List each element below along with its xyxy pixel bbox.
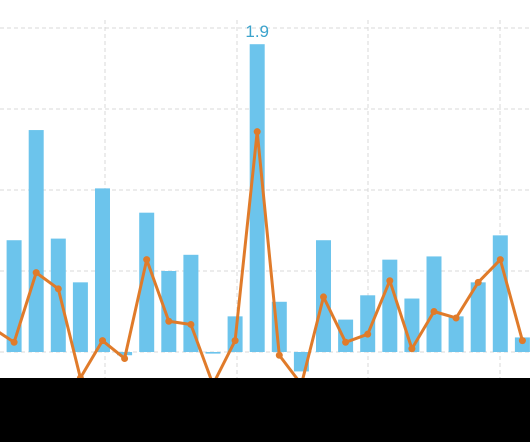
bar [161,271,177,352]
line-point [518,337,526,345]
line-point [165,317,173,325]
bar [50,238,66,352]
line-point [386,277,394,285]
line-point [430,308,438,315]
line-point [275,351,283,359]
bar [95,188,110,352]
line-point [10,338,18,346]
bar [249,44,265,352]
line-point [474,278,482,286]
line-point [408,345,416,353]
line-point [364,330,372,338]
line-point [121,354,129,362]
bar [470,282,486,352]
bar [6,240,22,352]
line-point [342,338,350,346]
black-overlay [0,378,530,442]
line-point [187,320,195,328]
line-point [496,256,504,264]
bar [139,212,155,352]
line-point [320,293,327,301]
line-point [231,337,239,345]
bar [205,352,221,354]
line-point [452,314,460,322]
bar [338,319,354,352]
bar [514,337,530,352]
bar [492,235,508,352]
bar [183,254,199,352]
bar [72,282,88,352]
bar [426,256,442,352]
line-point [143,256,151,264]
bar [28,130,44,352]
line-point [99,337,106,345]
bar [360,295,376,352]
data-label: 1.9 [245,22,269,41]
line-point [54,285,62,293]
line-point [32,269,40,277]
bar [382,259,398,352]
line-point [253,128,261,136]
bar [448,316,464,352]
